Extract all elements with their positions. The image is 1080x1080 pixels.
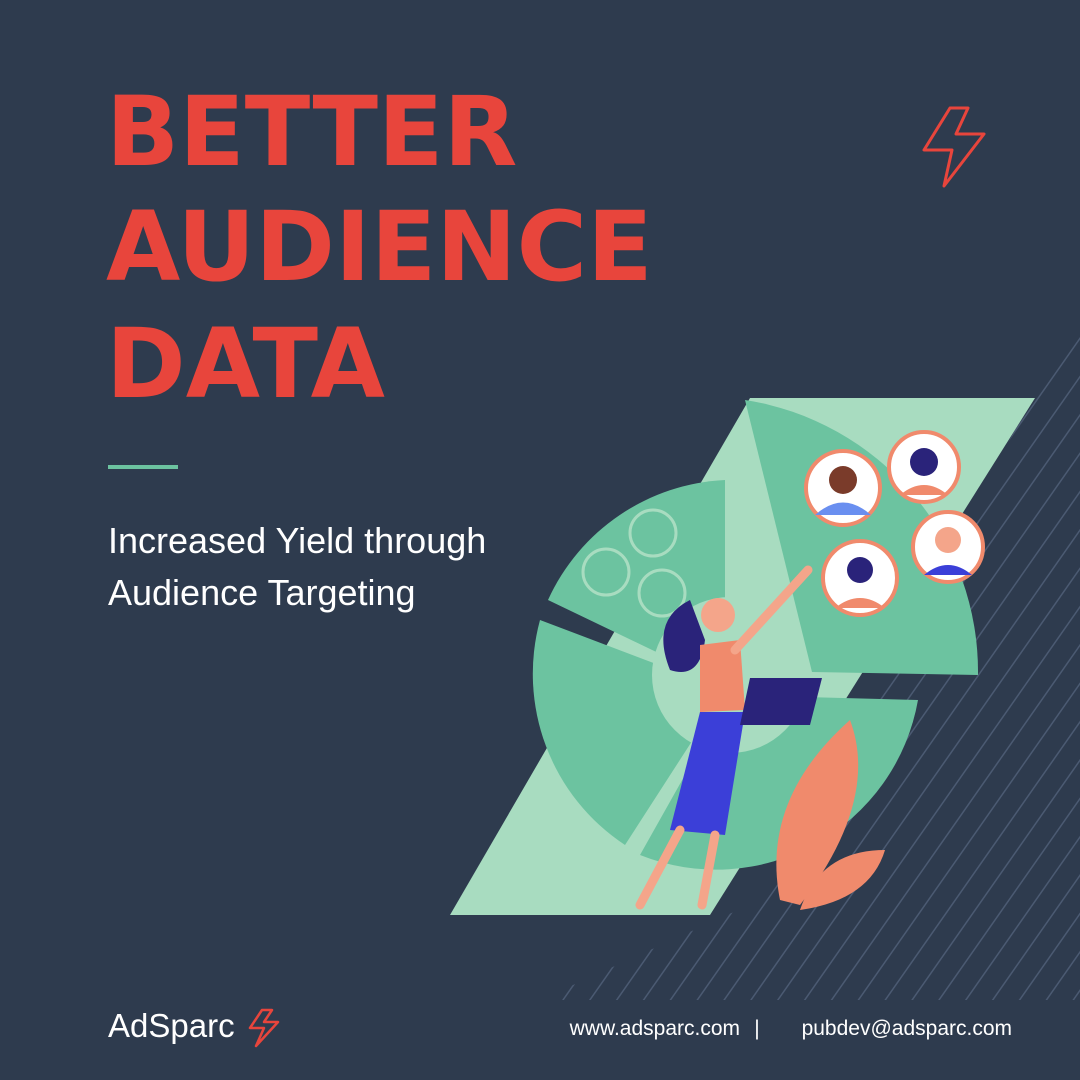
leaf — [800, 850, 885, 910]
logo-bolt — [248, 1008, 280, 1048]
woman — [635, 565, 822, 910]
pie-segment — [745, 400, 979, 675]
user-icon — [637, 568, 687, 618]
title-line: AUDIENCE — [106, 191, 653, 303]
subtitle-line: Increased Yield through — [108, 520, 486, 561]
title-line: DATA — [106, 308, 385, 420]
divider — [108, 465, 178, 469]
avatars — [804, 430, 985, 617]
user-icon — [581, 547, 631, 597]
illustration — [450, 398, 1035, 915]
subtitle-line: Audience Targeting — [108, 572, 416, 613]
leaf — [776, 720, 859, 905]
website: www.adsparc.com — [569, 1017, 740, 1040]
logo: AdSparc — [108, 1007, 235, 1044]
email: pubdev@adsparc.com — [802, 1017, 1012, 1040]
user-icon — [628, 508, 678, 558]
bolt-icon — [922, 106, 986, 188]
title-line: BETTER — [106, 76, 517, 188]
separator: | — [754, 1017, 759, 1040]
